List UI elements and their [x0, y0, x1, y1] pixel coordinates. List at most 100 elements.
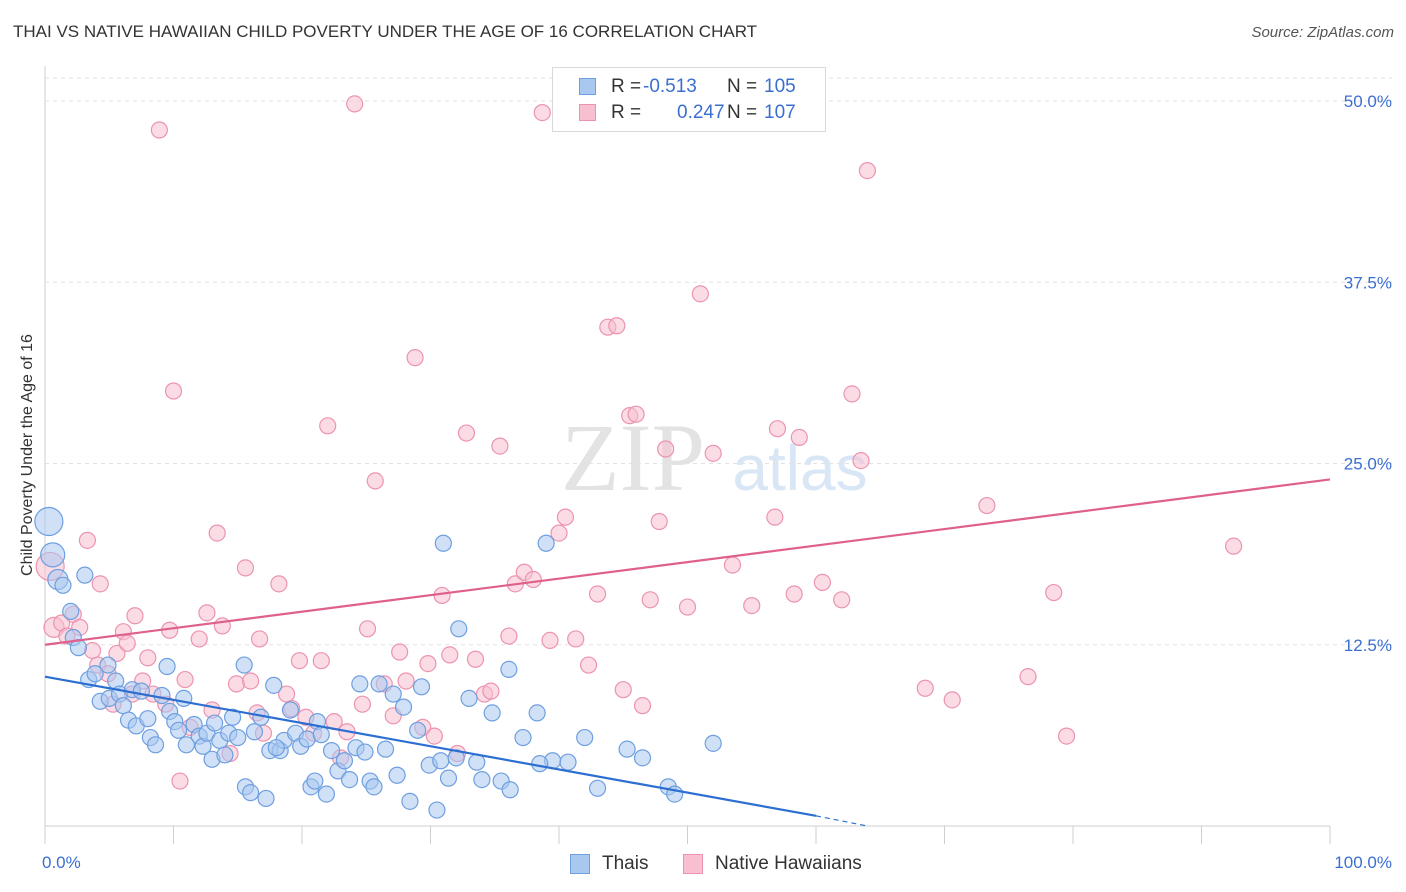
native-hawaiians-point [190, 630, 208, 648]
thais-point [370, 675, 388, 693]
native-hawaiians-point [843, 385, 861, 403]
native-hawaiians-point [858, 162, 877, 180]
thais-point [62, 602, 80, 621]
native-hawaiians-point [567, 630, 585, 648]
native-hawaiians-point [1057, 727, 1076, 745]
thais-point [158, 657, 176, 676]
native-hawaiians-point [627, 405, 645, 423]
thais-point [335, 752, 354, 770]
native-hawaiians-point [176, 670, 194, 689]
n-label: N = [727, 102, 758, 123]
thais-point [312, 726, 330, 744]
native-hawaiians-point [91, 575, 109, 593]
native-hawaiians-point [83, 641, 102, 660]
native-hawaiians-point [533, 103, 551, 122]
thais-point [434, 534, 452, 552]
native-hawaiians-point [126, 607, 144, 625]
thais-point [439, 769, 458, 787]
native-hawaiians-point [556, 508, 575, 526]
thais-point [704, 734, 722, 752]
native-hawaiians-point [833, 591, 851, 609]
thais-swatch [579, 78, 596, 95]
native-hawaiians-point [198, 604, 216, 622]
native-hawaiians-point [312, 652, 330, 670]
native-hawaiians-point [236, 559, 255, 577]
thais-trend-extension [815, 815, 868, 827]
native-hawaiians-point [608, 317, 626, 335]
thais-point [257, 789, 275, 808]
r-value: 0.247 [677, 102, 725, 123]
native-hawaiians-point [242, 672, 260, 690]
thais-point [528, 704, 546, 722]
thais-point [388, 766, 406, 784]
native-hawaiians-point [813, 573, 832, 592]
thais-point [177, 736, 195, 754]
source-label: Source: ZipAtlas.com [1251, 24, 1394, 41]
thais-point [401, 792, 419, 810]
native-hawaiians-point [78, 531, 97, 549]
thais-trend-line [44, 675, 817, 817]
native-hawaiians-point [171, 772, 189, 790]
y-tick-label: 37.5% [1344, 273, 1392, 292]
native-hawaiians-point [150, 121, 168, 139]
native-hawaiians-swatch [683, 854, 703, 874]
thais-point [394, 698, 413, 716]
thais-point [537, 534, 555, 552]
thais-point [216, 746, 234, 764]
native-hawaiians-point [678, 598, 697, 616]
thais-point [206, 714, 224, 732]
native-hawaiians-point [768, 420, 787, 438]
native-hawaiians-point [641, 591, 659, 609]
native-hawaiians-point [943, 691, 961, 709]
native-hawaiians-point [164, 382, 183, 400]
thais-point [224, 708, 242, 726]
thais-point [170, 721, 188, 739]
correlation-legend: R = -0.513 N = 105 R = 0.247 N = 107 [552, 67, 826, 132]
thais-point [514, 728, 532, 747]
thais-point [450, 620, 468, 638]
trend-lines [44, 478, 1331, 827]
thais-label: Thais [602, 853, 649, 874]
native-hawaiians-point [614, 681, 632, 699]
native-hawaiians-point [785, 585, 803, 603]
thais-point [384, 685, 402, 703]
native-hawaiians-point [1019, 668, 1037, 686]
native-hawaiians-point [500, 627, 518, 645]
thais-point [531, 755, 549, 773]
native-hawaiians-point [723, 556, 742, 574]
native-hawaiians-point [425, 727, 443, 745]
native-hawaiians-point [319, 417, 337, 435]
thais-point [588, 779, 607, 797]
thais-point [559, 753, 577, 771]
native-hawaiians-point [270, 575, 288, 593]
thais-point [501, 781, 519, 799]
native-hawaiians-point [790, 428, 808, 446]
thais-point [412, 678, 431, 696]
y-tick-label: 25.0% [1344, 455, 1392, 474]
n-value: 105 [764, 76, 796, 97]
native-hawaiians-point [457, 424, 476, 442]
thais-point [618, 740, 636, 758]
y-tick-label: 50.0% [1344, 92, 1392, 111]
thais-point [245, 723, 264, 741]
native-hawaiians-point [346, 95, 364, 113]
native-hawaiians-point [579, 656, 598, 674]
thais-point [153, 686, 171, 705]
native-hawaiians-point [391, 643, 409, 661]
native-hawaiians-point [466, 650, 485, 668]
native-hawaiians-point [1225, 537, 1243, 555]
n-label: N = [727, 76, 758, 97]
thais-point [483, 704, 501, 722]
thais-point [40, 542, 66, 568]
chart-title: THAI VS NATIVE HAWAIIAN CHILD POVERTY UN… [13, 22, 758, 41]
thais-point [428, 801, 446, 819]
thais-point [500, 660, 518, 679]
thais-point [376, 740, 395, 758]
native-hawaiians-point [550, 524, 568, 542]
thais-point [317, 785, 336, 803]
native-hawaiians-point [978, 496, 996, 515]
native-hawaiians-point [482, 682, 500, 700]
thais-point [76, 566, 94, 584]
thais-point [175, 689, 193, 708]
